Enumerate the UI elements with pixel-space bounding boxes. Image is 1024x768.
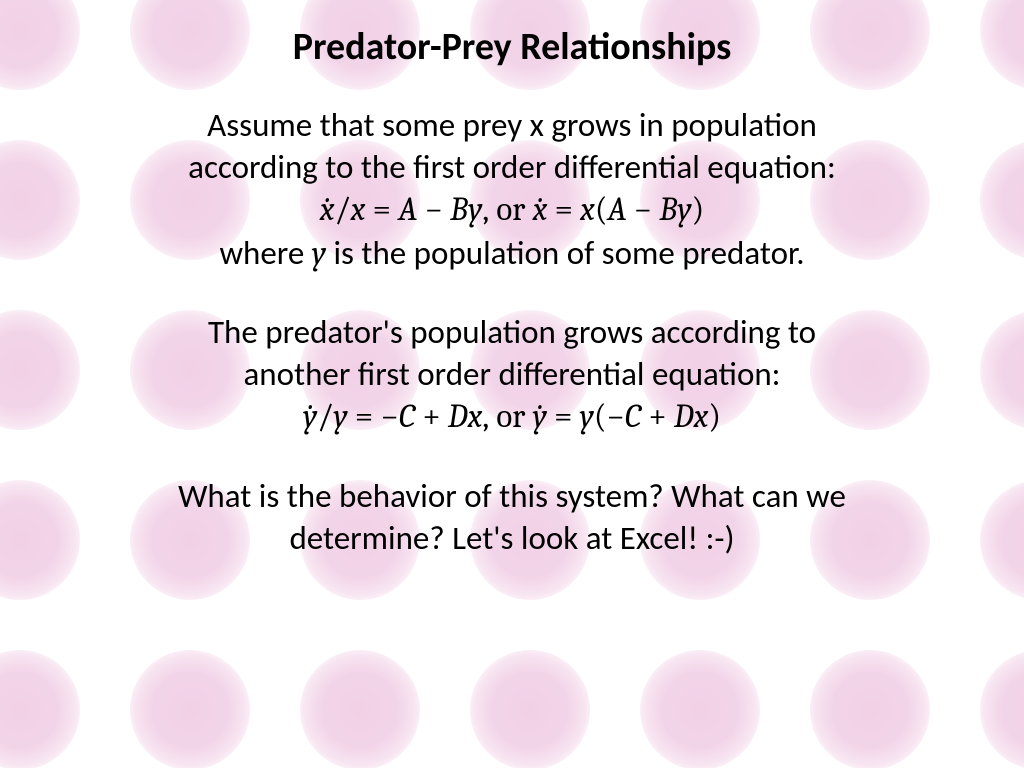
p1-line4a: where <box>219 233 311 273</box>
p1-line2: according to the first order differentia… <box>188 147 836 187</box>
p2-line1: The predator's population grows accordin… <box>208 312 816 352</box>
p2-equation: y/y = −C + Dx, or y = y(−C + Dx) <box>303 398 721 436</box>
p2-line2: another first order differential equatio… <box>243 354 780 394</box>
p1-line1: Assume that some prey x grows in populat… <box>207 105 817 145</box>
paragraph-3: What is the behavior of this system? Wha… <box>178 475 846 559</box>
p3-line1: What is the behavior of this system? Wha… <box>178 476 846 516</box>
var-y: y <box>312 235 326 273</box>
p1-line4b: is the population of some predator. <box>326 233 805 273</box>
p3-line2: determine? Let's look at Excel! :-) <box>289 518 734 558</box>
paragraph-1: Assume that some prey x grows in populat… <box>188 104 836 275</box>
p1-equation: x/x = A − By, or x = x(A − By) <box>320 191 704 229</box>
slide-content: Predator-Prey Relationships Assume that … <box>0 0 1024 768</box>
slide-title: Predator-Prey Relationships <box>293 24 732 70</box>
paragraph-2: The predator's population grows accordin… <box>208 311 816 439</box>
